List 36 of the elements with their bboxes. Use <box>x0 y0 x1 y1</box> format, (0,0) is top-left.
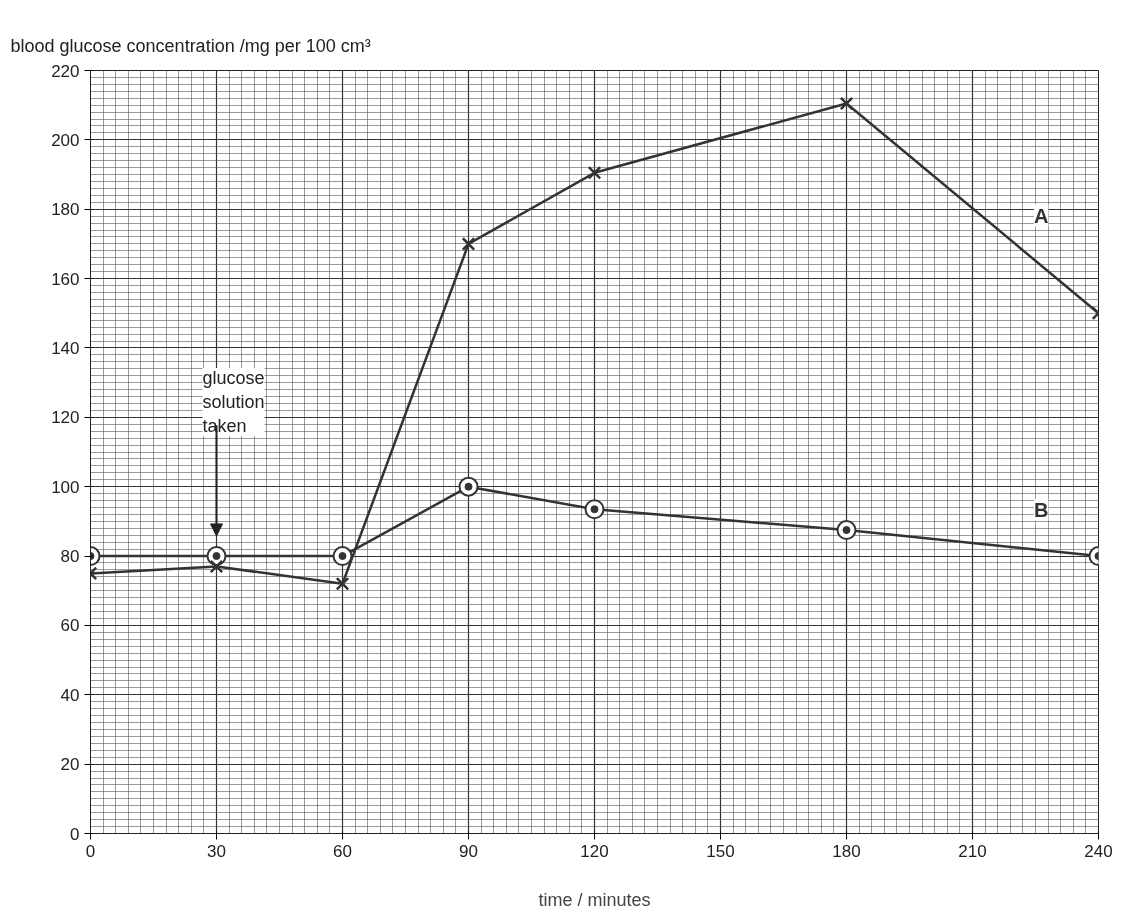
y-tick-label: 40 <box>60 685 80 705</box>
point <box>587 165 602 180</box>
point <box>836 520 857 541</box>
y-axis-title: blood glucose concentration /mg per 100 cm³ <box>10 35 371 56</box>
series-label: B <box>1033 498 1049 521</box>
y-tick-label: 20 <box>60 755 80 775</box>
point <box>209 559 224 574</box>
y-tick-label: 120 <box>51 408 80 428</box>
annotation: glucose solution taken <box>202 367 265 436</box>
x-tick-label: 30 <box>207 841 226 861</box>
x-tick-label: 120 <box>580 841 609 861</box>
point <box>458 476 479 497</box>
series-label: A <box>1033 204 1049 227</box>
y-tick-label: 80 <box>60 547 80 567</box>
y-tick-label: 140 <box>51 338 80 358</box>
point <box>461 237 476 251</box>
point <box>839 96 854 111</box>
point <box>206 546 227 567</box>
y-tick-label: 100 <box>51 477 80 497</box>
x-tick-label: 150 <box>706 841 735 861</box>
x-tick-label: 0 <box>85 841 96 861</box>
y-tick-label: 180 <box>51 200 80 220</box>
x-tick-label: 60 <box>333 841 352 861</box>
x-tick-label: 90 <box>459 841 478 861</box>
x-tick-label: 210 <box>958 841 987 861</box>
y-tick-label: 160 <box>51 269 80 289</box>
point <box>332 546 353 567</box>
x-tick-label: 240 <box>1084 841 1113 861</box>
point <box>584 499 605 520</box>
y-tick-label: 200 <box>51 130 80 150</box>
y-tick-label: 220 <box>51 61 80 81</box>
y-tick-label: 0 <box>70 824 80 844</box>
y-tick-label: 60 <box>60 616 80 636</box>
point <box>335 576 350 591</box>
x-axis-title: time / minutes <box>538 889 651 910</box>
x-tick-label: 180 <box>832 841 861 861</box>
